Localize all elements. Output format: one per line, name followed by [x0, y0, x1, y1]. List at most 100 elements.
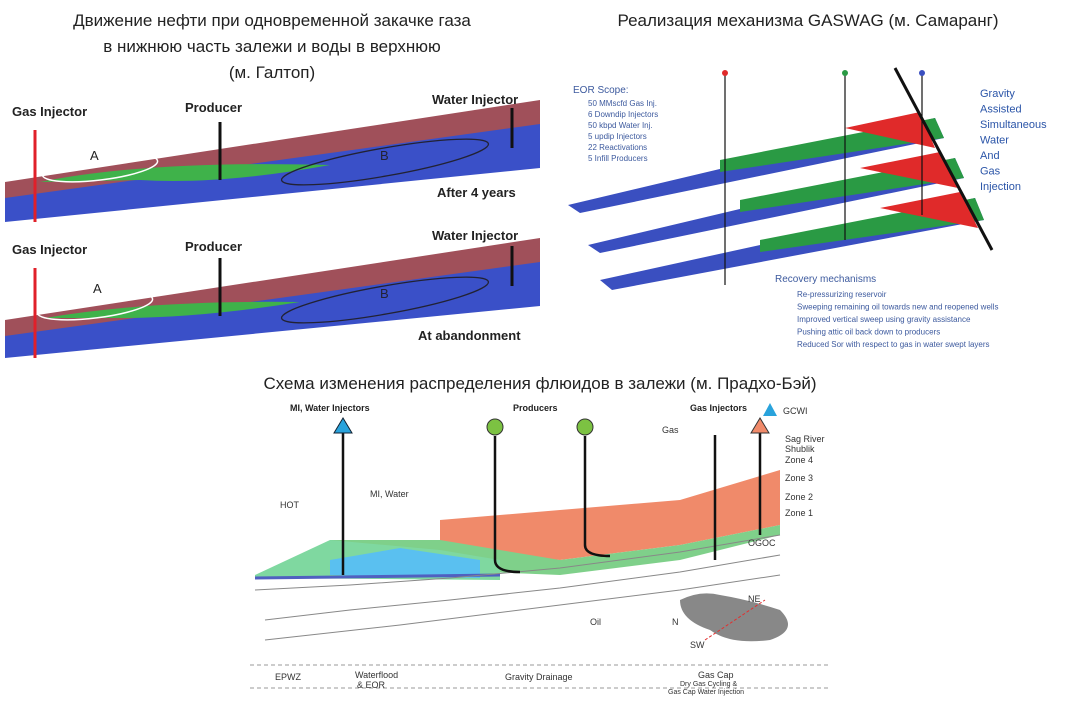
well-group: Producers — [513, 403, 558, 413]
map — [680, 593, 788, 642]
labels: MI, Water Injectors Producers Gas Injector… — [275, 403, 825, 696]
horizon-label: Zone 1 — [785, 508, 813, 518]
acronym-list: Gravity Assisted Simultaneous Water And Gas In… — [980, 88, 1047, 193]
zone-outline — [280, 138, 490, 186]
stage-diagram: Gas Injector Producer Water Injector A B… — [5, 228, 540, 358]
process-zone: Waterflood — [355, 670, 398, 680]
process-zone: Dry Gas Cycling & — [680, 681, 738, 688]
panel-samarang: Реализация механизма GASWAG (м. Самаранг… — [568, 11, 1047, 349]
label: Producer — [185, 100, 242, 115]
recovery-item: Pushing attic oil back down to producers — [797, 328, 940, 337]
caption: At abandonment — [418, 328, 521, 343]
panel-prudhoe: Схема изменения распределения флюидов в … — [250, 374, 830, 696]
title-line: Движение нефти при одновременной закачке… — [73, 11, 471, 30]
caption: After 4 years — [437, 185, 516, 200]
horizon-label: Zone 3 — [785, 473, 813, 483]
gas-zone — [880, 192, 978, 228]
contact — [254, 573, 501, 580]
acronym-word: Assisted — [980, 104, 1022, 116]
title: Реализация механизма GASWAG (м. Самаранг… — [617, 11, 998, 30]
label: Gas Injector — [12, 242, 87, 257]
process-zone: Gravity Drainage — [505, 672, 573, 682]
horizon-label: Zone 2 — [785, 492, 813, 502]
well-group: MI, Water Injectors — [290, 403, 370, 413]
annotation: Gas — [662, 425, 679, 435]
annotation: HOT — [280, 500, 300, 510]
producer-symbol — [486, 418, 504, 436]
well-head — [919, 70, 925, 76]
annotation: N — [672, 617, 679, 627]
recovery-title: Recovery mechanisms — [775, 274, 876, 285]
well — [493, 436, 521, 574]
oil-bank — [45, 301, 300, 318]
well-group: Gas Injectors — [690, 403, 747, 413]
oil-bank — [40, 164, 330, 182]
label: B — [380, 286, 389, 301]
process-zone: Gas Cap — [698, 670, 734, 680]
recovery-list: Re-pressurizing reservoir Sweeping remain… — [797, 290, 998, 349]
panel-galtop: Движение нефти при одновременной закачке… — [5, 11, 540, 358]
annotation: NE — [748, 594, 761, 604]
label: Producer — [185, 239, 242, 254]
annotation: Oil — [590, 617, 601, 627]
scope-item: 5 Infill Producers — [588, 154, 648, 163]
injector-symbol — [763, 403, 777, 416]
section-line — [704, 599, 766, 641]
recovery-item: Improved vertical sweep using gravity as… — [797, 315, 971, 324]
label: A — [90, 148, 99, 163]
injector-symbol — [333, 417, 353, 434]
well-head — [842, 70, 848, 76]
scope-item: 6 Downdip Injectors — [588, 110, 658, 119]
well-head — [722, 70, 728, 76]
gas-zone — [860, 152, 958, 188]
horizon — [254, 534, 781, 591]
gas-zone — [845, 112, 935, 148]
title: Схема изменения распределения флюидов в … — [263, 374, 816, 393]
acronym-word: Simultaneous — [980, 119, 1047, 131]
label: A — [93, 281, 102, 296]
well — [583, 436, 611, 558]
recovery-item: Reduced Sor with respect to gas in water… — [797, 340, 990, 349]
acronym-word: And — [980, 150, 1000, 162]
title-line: (м. Галтоп) — [229, 63, 315, 82]
horizon — [264, 574, 781, 641]
scope-list: EOR Scope: 50 MMscfd Gas Inj. 6 Downdip In… — [573, 85, 658, 163]
label: Gas Injector — [12, 104, 87, 119]
scope-item: 5 updip Injectors — [588, 132, 647, 141]
fault — [893, 67, 994, 251]
label: Water Injector — [432, 92, 518, 107]
annotation: SW — [690, 640, 705, 650]
scope-item: 22 Reactivations — [588, 143, 647, 152]
producer-symbol — [576, 418, 594, 436]
title-line: в нижнюю часть залежи и воды в верхнюю — [103, 37, 441, 56]
annotation: OGOC — [748, 538, 776, 548]
label: B — [380, 148, 389, 163]
zone-outline — [41, 153, 159, 183]
process-zone: Gas Cap Water Injection — [668, 689, 744, 696]
acronym-word: Water — [980, 135, 1009, 147]
horizon-label: Shublik — [785, 444, 815, 454]
stage-diagram: Gas Injector Producer Water Injector A B… — [5, 92, 540, 222]
gas-cap — [440, 470, 780, 560]
annotation: MI, Water — [370, 489, 409, 499]
scope-item: 50 MMscfd Gas Inj. — [588, 99, 657, 108]
process-zone: EPWZ — [275, 672, 302, 682]
water-layer — [5, 262, 540, 358]
injector-symbol — [750, 417, 770, 434]
scope-title: EOR Scope: — [573, 85, 629, 96]
horizon-label: Zone 4 — [785, 455, 813, 465]
well-group: GCWI — [783, 406, 808, 416]
zone-outline — [36, 291, 154, 321]
water-zone — [330, 548, 480, 578]
process-zone: & EOR — [357, 680, 386, 690]
horizon — [264, 554, 781, 621]
acronym-word: Gas — [980, 166, 1001, 178]
label: Water Injector — [432, 228, 518, 243]
horizon-label: Sag River — [785, 434, 825, 444]
recovery-item: Re-pressurizing reservoir — [797, 290, 887, 299]
acronym-word: Gravity — [980, 88, 1015, 100]
acronym-word: Injection — [980, 181, 1021, 193]
scope-item: 50 kbpd Water Inj. — [588, 121, 653, 130]
zone-outline — [280, 276, 490, 324]
